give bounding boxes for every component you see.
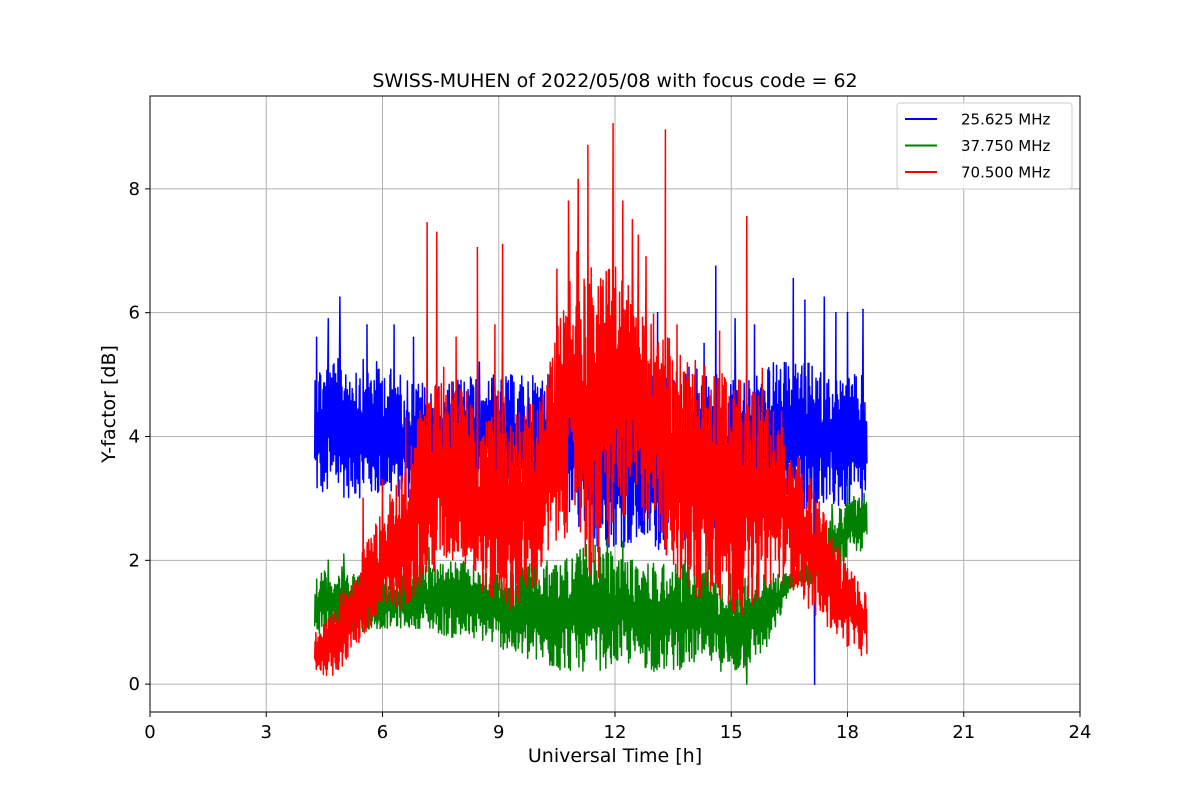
peak-point	[393, 324, 395, 326]
legend-label: 37.750 MHz	[961, 137, 1050, 155]
chart-title: SWISS-MUHEN of 2022/05/08 with focus cod…	[372, 70, 857, 92]
peak-point	[718, 330, 721, 333]
y-tick-label: 6	[129, 303, 140, 324]
peak-point	[631, 219, 634, 221]
peak-point	[734, 318, 736, 320]
peak-point	[577, 178, 579, 181]
peak-point	[412, 336, 415, 339]
peak-point	[366, 324, 368, 326]
legend-label: 25.625 MHz	[961, 111, 1050, 129]
y-tick-label: 4	[129, 427, 140, 448]
peak-point	[556, 268, 558, 271]
peak-point	[703, 342, 705, 345]
x-tick-label: 6	[377, 722, 388, 743]
peak-point	[612, 123, 614, 125]
peak-point	[745, 215, 748, 218]
peak-point	[602, 373, 605, 376]
peak-point	[858, 497, 860, 500]
y-axis-label: Y-factor [dB]	[98, 345, 120, 464]
peak-point	[753, 324, 756, 326]
y-tick-label: 0	[129, 674, 140, 695]
x-tick-label: 12	[604, 722, 627, 743]
peak-point	[567, 200, 570, 203]
peak-point	[435, 231, 438, 234]
x-tick-label: 21	[952, 722, 975, 743]
series-3	[313, 123, 868, 677]
peak-point	[835, 311, 837, 314]
peak-point	[339, 296, 341, 299]
peak-point	[315, 336, 318, 339]
peak-point	[645, 256, 647, 258]
x-tick-label: 15	[720, 722, 743, 743]
peak-point	[478, 361, 481, 364]
peak-point	[621, 200, 624, 203]
peak-point	[327, 559, 330, 562]
peak-point	[656, 311, 659, 314]
peak-point	[761, 367, 764, 370]
x-tick-label: 24	[1069, 722, 1092, 743]
peak-point	[637, 234, 640, 237]
peak-point	[327, 318, 330, 320]
x-tick-label: 18	[836, 722, 859, 743]
peak-point	[691, 373, 694, 376]
peak-point	[455, 336, 457, 339]
peak-point	[745, 683, 748, 685]
peak-point	[426, 222, 428, 224]
peak-point	[621, 540, 624, 543]
peak-point	[342, 553, 345, 555]
x-tick-label: 9	[493, 722, 504, 743]
peak-point	[381, 479, 384, 481]
series-line	[313, 123, 868, 677]
legend: 25.625 MHz 37.750 MHz 70.500 MHz	[896, 102, 1073, 190]
peak-point	[606, 537, 609, 540]
series-layer	[313, 123, 868, 685]
peak-point	[404, 417, 407, 419]
x-tick-label: 3	[261, 722, 272, 743]
y-tick-label: 2	[129, 550, 140, 571]
peak-point	[813, 683, 816, 685]
peak-point	[846, 311, 849, 314]
peak-point	[792, 277, 795, 280]
y-tick-label: 8	[129, 179, 140, 200]
peak-point	[476, 246, 479, 249]
peak-point	[494, 324, 496, 326]
peak-point	[587, 144, 589, 147]
x-axis-label: Universal Time [h]	[528, 745, 702, 767]
peak-point	[501, 243, 504, 246]
peak-point	[780, 410, 783, 413]
peak-point	[714, 265, 717, 268]
peak-point	[664, 129, 667, 131]
peak-point	[362, 497, 364, 500]
legend-label: 70.500 MHz	[961, 164, 1050, 182]
legend-box	[896, 102, 1073, 190]
peak-point	[846, 479, 849, 481]
peak-point	[428, 547, 430, 549]
peak-point	[823, 296, 826, 299]
peak-point	[831, 503, 833, 506]
peak-point	[676, 324, 678, 326]
peak-point	[804, 299, 806, 302]
x-tick-label: 0	[144, 722, 155, 743]
peak-point	[598, 324, 601, 326]
peak-point	[862, 308, 864, 311]
